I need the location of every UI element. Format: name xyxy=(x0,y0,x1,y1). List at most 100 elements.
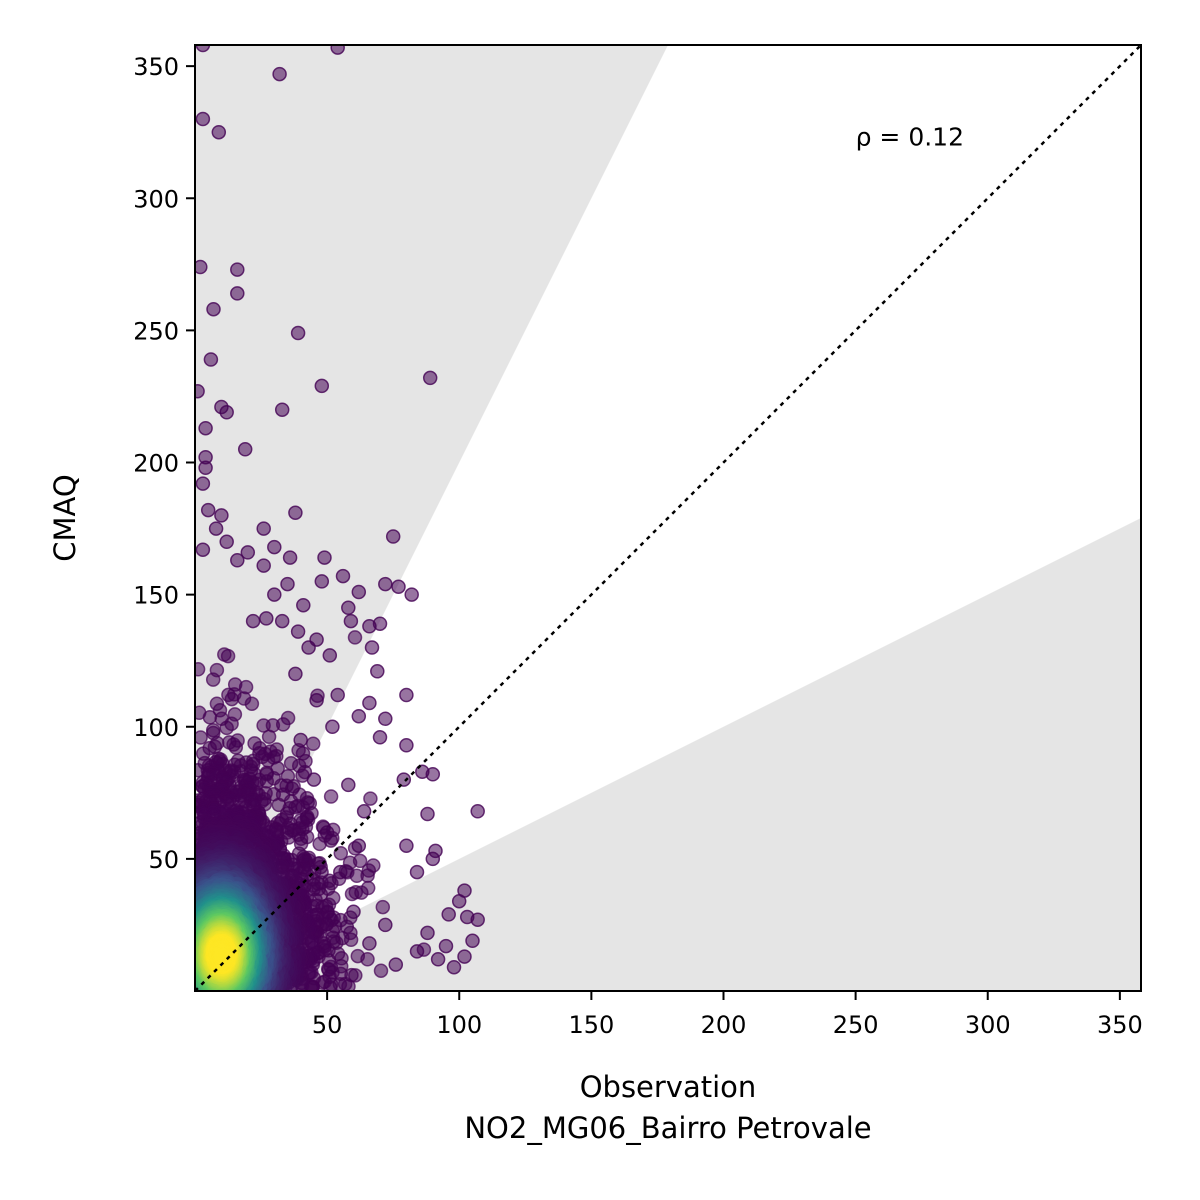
scatter-point xyxy=(314,378,330,394)
scatter-point xyxy=(267,587,282,602)
correlation-annotation: ρ = 0.12 xyxy=(856,122,964,151)
scatter-point xyxy=(228,740,244,755)
scatter-point xyxy=(200,502,216,518)
scatter-point xyxy=(420,806,435,822)
scatter-point xyxy=(351,708,367,724)
scatter-point xyxy=(256,521,271,536)
scatter-point xyxy=(280,576,295,592)
scatter-point xyxy=(237,442,253,457)
lower-shaded-region xyxy=(195,518,1141,991)
scatter-point xyxy=(446,959,462,975)
scatter-point xyxy=(399,738,414,753)
scatter-point xyxy=(288,666,303,682)
scatter-point xyxy=(396,772,412,787)
scatter-point xyxy=(206,301,221,317)
plot-area xyxy=(195,45,1141,991)
scatter-point xyxy=(362,936,377,951)
scatter-point xyxy=(198,460,213,476)
scatter-point xyxy=(306,772,322,787)
scatter-point xyxy=(214,508,229,523)
scatter-point xyxy=(245,613,261,629)
scatter-point xyxy=(272,66,287,82)
scatter-point xyxy=(305,736,321,751)
x-tick-label: 150 xyxy=(568,1011,614,1039)
scatter-point xyxy=(271,797,287,813)
scatter-point xyxy=(195,476,211,491)
y-tick-label: 350 xyxy=(133,53,179,81)
scatter-point xyxy=(375,899,391,915)
scatter-points xyxy=(195,45,485,991)
scatter-point xyxy=(195,730,208,745)
scatter-point xyxy=(323,789,339,804)
scatter-point xyxy=(425,767,441,782)
x-axis-subtitle: NO2_MG06_Bairro Petrovale xyxy=(464,1111,871,1145)
scatter-point xyxy=(351,584,367,600)
scatter-point xyxy=(330,45,345,55)
x-tick-label: 300 xyxy=(965,1011,1011,1039)
scatter-point xyxy=(320,961,336,977)
scatter-point xyxy=(319,825,335,840)
y-axis-title: CMAQ xyxy=(48,474,82,561)
x-tick-label: 250 xyxy=(833,1011,879,1039)
scatter-point xyxy=(214,946,229,962)
scatter-point xyxy=(341,777,356,793)
x-tick-label: 350 xyxy=(1097,1011,1143,1039)
scatter-point xyxy=(283,755,299,771)
scatter-point xyxy=(350,948,366,964)
scatter-point xyxy=(290,325,306,341)
y-tick-label: 300 xyxy=(133,185,179,213)
scatter-point xyxy=(267,539,282,555)
scatter-point xyxy=(256,558,271,573)
shaded-factor-regions xyxy=(195,45,1141,991)
scatter-point xyxy=(438,938,454,954)
scatter-point xyxy=(420,925,435,941)
scatter-point xyxy=(330,687,345,703)
scatter-point xyxy=(288,505,303,520)
scatter-point xyxy=(385,529,401,544)
scatter-point xyxy=(220,648,236,664)
scatter-point xyxy=(346,904,361,919)
scatter-point xyxy=(391,579,406,594)
y-tick-label: 50 xyxy=(148,846,179,874)
scatter-point xyxy=(351,838,367,853)
scatter-point xyxy=(312,836,327,852)
scatter-point xyxy=(341,600,356,616)
x-axis: 50 100 150 200 250 300 350 xyxy=(312,991,1143,1039)
scatter-point xyxy=(457,949,472,964)
scatter-point xyxy=(219,720,234,736)
scatter-point xyxy=(261,729,277,745)
scatter-point xyxy=(195,542,211,557)
scatter-point xyxy=(198,420,213,436)
scatter-point xyxy=(230,553,245,568)
scatter-point xyxy=(404,587,419,602)
scatter-point xyxy=(333,864,348,880)
scatter-point xyxy=(208,521,224,536)
y-tick-label: 150 xyxy=(133,582,179,610)
scatter-point xyxy=(195,383,205,399)
scatter-point xyxy=(378,917,393,933)
x-tick-label: 200 xyxy=(701,1011,747,1039)
scatter-point xyxy=(296,597,311,613)
scatter-point xyxy=(293,732,308,748)
scatter-point xyxy=(282,550,298,565)
y-tick-label: 250 xyxy=(133,317,179,345)
scatter-point xyxy=(344,886,360,902)
scatter-point xyxy=(399,687,414,703)
scatter-point xyxy=(325,719,340,735)
scatter-point xyxy=(364,640,380,655)
scatter-point xyxy=(422,370,438,386)
scatter-point xyxy=(363,791,378,806)
scatter-point xyxy=(301,640,316,655)
y-tick-label: 200 xyxy=(133,450,179,478)
scatter-point xyxy=(335,568,351,584)
scatter-point xyxy=(409,864,425,880)
upper-shaded-region xyxy=(195,45,668,991)
scatter-point xyxy=(399,838,414,853)
x-tick-label: 100 xyxy=(436,1011,482,1039)
scatter-point xyxy=(378,711,393,727)
y-axis: 50 100 150 200 250 300 350 xyxy=(133,53,195,874)
scatter-point xyxy=(274,613,290,629)
scatter-point xyxy=(274,402,290,417)
scatter-point xyxy=(441,907,456,922)
